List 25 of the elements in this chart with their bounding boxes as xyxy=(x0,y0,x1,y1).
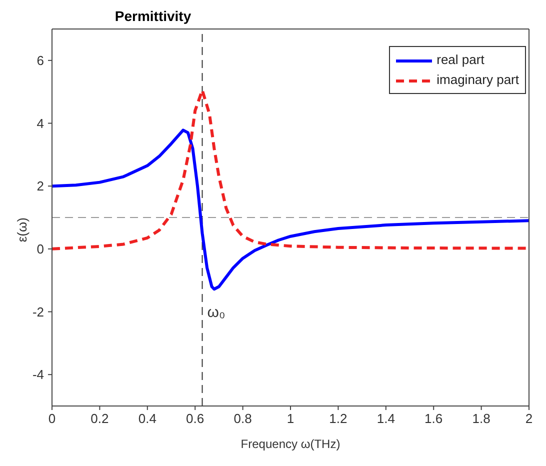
line-series xyxy=(52,88,529,250)
x-tick-label: 1.2 xyxy=(329,411,348,426)
y-tick-label: 4 xyxy=(36,116,44,131)
x-tick-label: 0 xyxy=(48,411,56,426)
y-tick-label: -2 xyxy=(32,304,44,320)
chart-title: Permittivity xyxy=(114,8,192,24)
x-tick-label: 0.4 xyxy=(138,411,156,426)
x-tick-label: 0.6 xyxy=(186,411,204,426)
x-tick-label: 1.4 xyxy=(376,411,395,426)
y-tick-label: 6 xyxy=(36,53,44,68)
x-tick-label: 1.6 xyxy=(424,411,443,426)
annotation: ω₀ xyxy=(207,304,226,322)
y-tick-label: 0 xyxy=(36,242,44,257)
y-axis-title: ε(ω) xyxy=(14,218,30,242)
x-tick-label: 1 xyxy=(286,411,294,426)
x-axis-title: Frequency ω(THz) xyxy=(240,437,340,451)
y-tick-label: 2 xyxy=(36,178,44,194)
x-tick-label: 0.8 xyxy=(234,411,252,426)
legend-label: real part xyxy=(436,51,486,69)
y-tick-label: -4 xyxy=(32,367,44,382)
legend-label: imaginary part xyxy=(436,71,519,89)
x-tick-label: 1.8 xyxy=(472,411,490,426)
x-tick-label: 2 xyxy=(525,411,533,426)
line-series xyxy=(52,128,529,291)
x-tick-label: 0.2 xyxy=(90,411,109,426)
